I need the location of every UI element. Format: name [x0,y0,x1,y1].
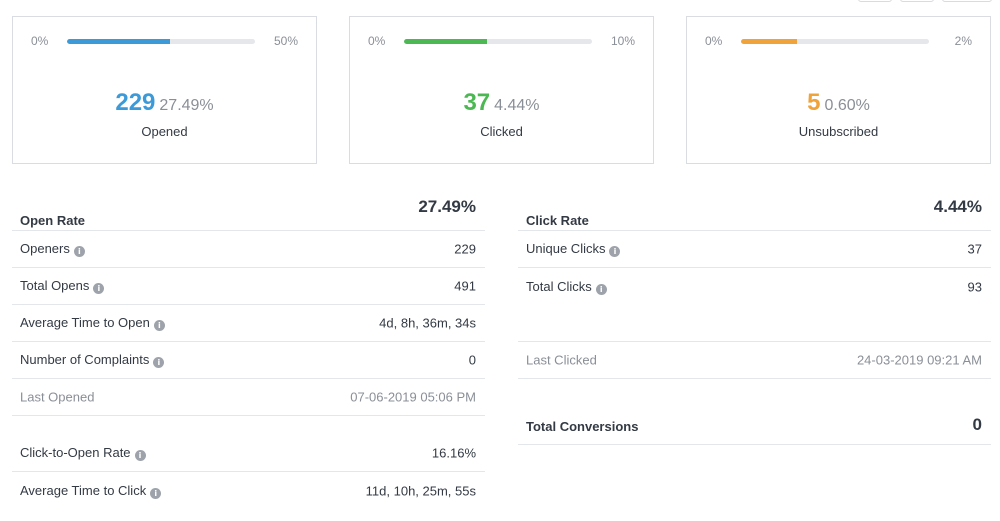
info-icon[interactable]: i [595,283,607,295]
stat-cards: 0% 50% 229 27.49% Opened 0% 10% 37 4.44% C… [12,16,991,164]
open-rate-row: Open Rate 27.49% [12,193,485,231]
progress-max-label: 2% [954,34,972,48]
click-rate-value: 4.44% [933,197,982,216]
progress-track [741,39,929,44]
unique-clicks-label: Unique Clicks [526,241,606,256]
progress-track [67,39,255,44]
open-rate-label: Open Rate [20,213,86,228]
total-clicks-label: Total Clicks [526,278,592,294]
last-opened-value: 07-06-2019 05:06 PM [350,389,476,405]
complaints-row: Number of Complaints i 0 [12,342,485,379]
total-clicks-row: Total Clicks i 93 [518,268,991,305]
avg-time-open-value: 4d, 8h, 36m, 34s [379,315,476,331]
openers-value: 229 [454,241,476,257]
clicked-progress: 0% 10% [368,33,635,49]
avg-time-open-label: Average Time to Open [20,315,150,330]
open-stats-table: Open Rate 27.49% Openers i 229 Total Open… [12,193,485,509]
unsubscribed-percent: 0.60% [824,97,870,114]
opened-card: 0% 50% 229 27.49% Opened [12,16,317,164]
click-rate-label: Click Rate [526,213,589,228]
toolbar-button[interactable] [900,0,934,2]
cto-rate-row: Click-to-Open Rate i 16.16% [12,435,485,472]
unique-clicks-value: 37 [967,241,982,257]
complaints-value: 0 [468,352,476,368]
total-opens-value: 491 [454,278,476,294]
unsubscribed-count: 5 [807,89,821,116]
spacer-row [518,305,991,342]
progress-min-label: 0% [368,34,386,48]
openers-label: Openers [20,241,70,256]
info-icon[interactable]: i [609,246,621,257]
last-opened-row: Last Opened 07-06-2019 05:06 PM [12,379,485,416]
clicked-metric: 37 4.44% [350,89,653,117]
progress-min-label: 0% [705,34,723,48]
last-clicked-row: Last Clicked 24-03-2019 09:21 AM [518,342,991,379]
unsubscribed-progress: 0% 2% [705,33,972,49]
info-icon[interactable]: i [153,357,165,368]
clicked-percent: 4.44% [494,97,540,114]
cto-rate-value: 16.16% [431,445,476,461]
click-stats-table: Click Rate 4.44% Unique Clicks i 37 Total… [518,193,991,445]
unique-clicks-row: Unique Clicks i 37 [518,231,991,268]
opened-progress: 0% 50% [31,33,298,49]
progress-fill [741,39,798,44]
total-conversions-label: Total Conversions [526,419,639,434]
progress-max-label: 50% [273,34,298,48]
total-opens-row: Total Opens i 491 [12,268,485,305]
total-clicks-value: 93 [967,279,982,294]
avg-time-click-label: Average Time to Click [20,482,147,498]
unsubscribed-card: 0% 2% 5 0.60% Unsubscribed [686,16,991,164]
opened-count: 229 [115,89,156,116]
clicked-card: 0% 10% 37 4.44% Clicked [349,16,654,164]
progress-track [404,39,592,44]
last-clicked-value: 24-03-2019 09:21 AM [856,352,982,368]
total-conversions-value: 0 [972,415,982,434]
toolbar-button[interactable] [858,0,892,2]
progress-fill [67,39,171,44]
info-icon[interactable]: i [93,283,105,294]
open-rate-value: 27.49% [418,197,476,216]
opened-metric: 229 27.49% [13,89,316,117]
complaints-label: Number of Complaints [20,352,150,367]
toolbar-button[interactable] [942,0,992,2]
last-opened-label: Last Opened [20,389,95,405]
cto-rate-label: Click-to-Open Rate [20,445,131,460]
progress-max-label: 10% [610,34,635,48]
total-opens-label: Total Opens [20,278,90,293]
progress-min-label: 0% [31,34,49,48]
info-icon[interactable]: i [153,320,165,331]
avg-time-open-row: Average Time to Open i 4d, 8h, 36m, 34s [12,305,485,342]
avg-time-click-value: 11d, 10h, 25m, 55s [365,483,476,498]
progress-fill [404,39,488,44]
total-conversions-row: Total Conversions 0 [518,379,991,445]
clicked-count: 37 [463,89,491,116]
info-icon[interactable]: i [134,450,146,461]
click-rate-row: Click Rate 4.44% [518,193,991,231]
last-clicked-label: Last Clicked [526,352,597,368]
avg-time-click-row: Average Time to Click i 11d, 10h, 25m, 55… [12,472,485,509]
opened-label: Opened [141,124,188,139]
info-icon[interactable]: i [73,246,85,257]
unsubscribed-label: Unsubscribed [798,124,879,139]
info-icon[interactable]: i [150,487,162,499]
openers-row: Openers i 229 [12,231,485,268]
clicked-label: Clicked [480,124,523,139]
opened-percent: 27.49% [159,97,214,114]
unsubscribed-metric: 5 0.60% [687,89,990,117]
